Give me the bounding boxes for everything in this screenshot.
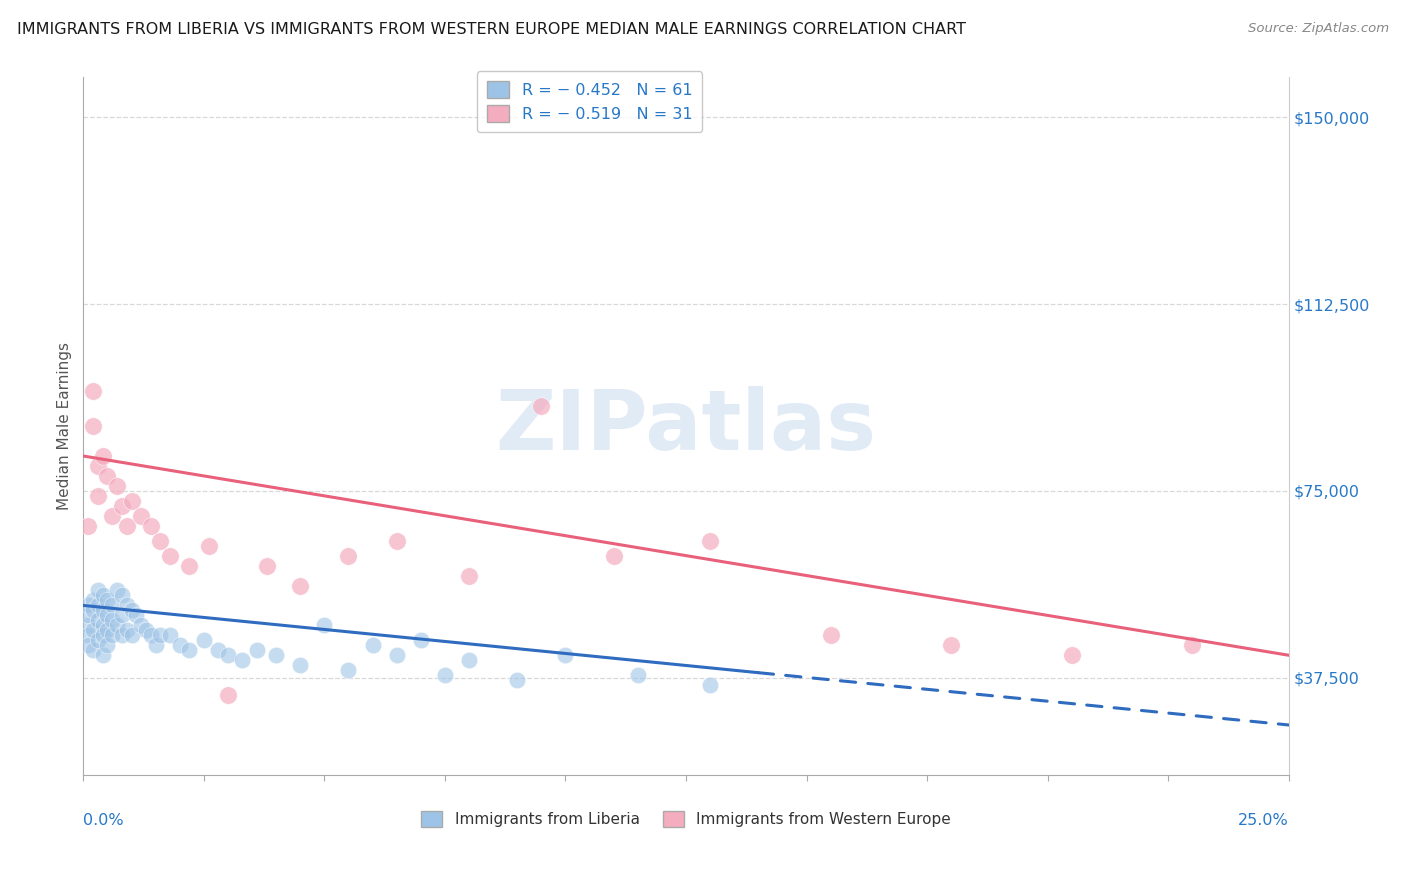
Point <box>149 628 172 642</box>
Point <box>96 593 118 607</box>
Point <box>82 624 104 638</box>
Point <box>91 628 114 642</box>
Point <box>82 643 104 657</box>
Point <box>458 568 481 582</box>
Point <box>179 643 201 657</box>
Point <box>433 668 456 682</box>
Point <box>169 638 191 652</box>
Point <box>91 589 114 603</box>
Point <box>699 533 721 548</box>
Point <box>207 643 229 657</box>
Point <box>256 558 278 573</box>
Point <box>77 518 100 533</box>
Point <box>409 633 432 648</box>
Point <box>125 608 148 623</box>
Point <box>530 399 553 413</box>
Point <box>77 618 100 632</box>
Point <box>111 628 134 642</box>
Point <box>77 628 100 642</box>
Y-axis label: Median Male Earnings: Median Male Earnings <box>58 343 72 510</box>
Point <box>121 493 143 508</box>
Point <box>77 638 100 652</box>
Point <box>111 499 134 513</box>
Point <box>87 458 110 473</box>
Point <box>101 613 124 627</box>
Point <box>96 624 118 638</box>
Point <box>145 638 167 652</box>
Legend: Immigrants from Liberia, Immigrants from Western Europe: Immigrants from Liberia, Immigrants from… <box>415 805 957 833</box>
Point <box>290 578 312 592</box>
Point <box>111 589 134 603</box>
Point <box>179 558 201 573</box>
Point <box>159 549 181 563</box>
Point <box>290 658 312 673</box>
Point <box>115 599 138 613</box>
Point <box>231 653 253 667</box>
Point <box>105 583 128 598</box>
Point <box>246 643 269 657</box>
Point <box>105 618 128 632</box>
Point <box>820 628 842 642</box>
Point <box>82 593 104 607</box>
Point <box>217 688 239 702</box>
Point <box>87 613 110 627</box>
Point <box>115 624 138 638</box>
Point <box>506 673 529 687</box>
Point <box>129 618 152 632</box>
Point <box>699 678 721 692</box>
Point <box>101 599 124 613</box>
Point <box>129 508 152 523</box>
Point <box>115 518 138 533</box>
Point <box>554 648 576 663</box>
Point <box>91 618 114 632</box>
Text: Source: ZipAtlas.com: Source: ZipAtlas.com <box>1249 22 1389 36</box>
Point <box>385 648 408 663</box>
Point <box>87 599 110 613</box>
Point <box>101 508 124 523</box>
Point <box>149 533 172 548</box>
Point <box>361 638 384 652</box>
Point <box>82 384 104 399</box>
Point <box>458 653 481 667</box>
Point <box>217 648 239 663</box>
Point <box>1181 638 1204 652</box>
Point <box>96 638 118 652</box>
Point <box>314 618 336 632</box>
Point <box>337 549 360 563</box>
Point <box>91 648 114 663</box>
Point <box>77 599 100 613</box>
Point <box>627 668 650 682</box>
Point <box>96 469 118 483</box>
Point <box>91 449 114 463</box>
Point <box>121 603 143 617</box>
Point <box>87 489 110 503</box>
Point <box>1060 648 1083 663</box>
Point <box>82 419 104 434</box>
Text: 25.0%: 25.0% <box>1237 814 1289 828</box>
Point <box>91 603 114 617</box>
Point <box>159 628 181 642</box>
Point <box>385 533 408 548</box>
Point <box>82 603 104 617</box>
Point <box>87 633 110 648</box>
Point <box>139 628 162 642</box>
Point <box>111 608 134 623</box>
Point <box>197 539 219 553</box>
Point <box>135 624 157 638</box>
Text: ZIPatlas: ZIPatlas <box>495 385 876 467</box>
Point <box>101 628 124 642</box>
Point <box>337 663 360 677</box>
Point <box>77 608 100 623</box>
Point <box>87 583 110 598</box>
Point <box>96 608 118 623</box>
Point <box>139 518 162 533</box>
Point <box>941 638 963 652</box>
Point <box>193 633 215 648</box>
Point <box>264 648 287 663</box>
Point <box>121 628 143 642</box>
Point <box>105 479 128 493</box>
Point <box>602 549 624 563</box>
Text: 0.0%: 0.0% <box>83 814 124 828</box>
Text: IMMIGRANTS FROM LIBERIA VS IMMIGRANTS FROM WESTERN EUROPE MEDIAN MALE EARNINGS C: IMMIGRANTS FROM LIBERIA VS IMMIGRANTS FR… <box>17 22 966 37</box>
